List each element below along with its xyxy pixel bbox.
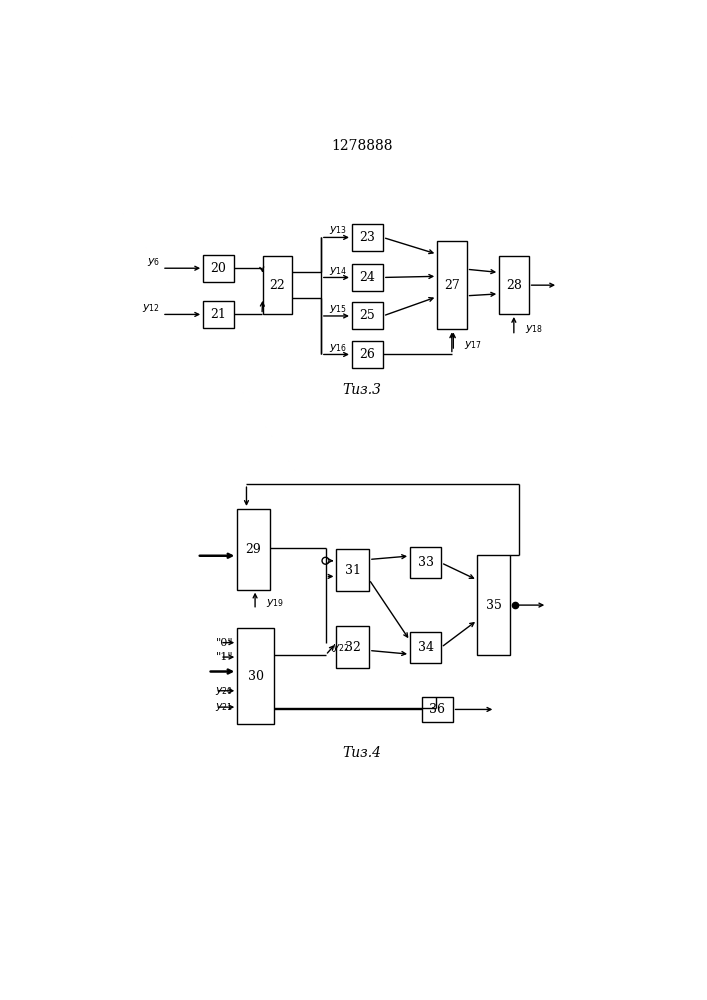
- Text: 35: 35: [486, 599, 502, 612]
- Text: 36: 36: [429, 703, 445, 716]
- Text: 30: 30: [247, 670, 264, 683]
- Bar: [263, 256, 292, 314]
- Bar: [410, 632, 441, 663]
- Text: $y_{16}$: $y_{16}$: [329, 342, 347, 354]
- Text: Τиз.4: Τиз.4: [342, 746, 382, 760]
- Text: $y_{12}$: $y_{12}$: [143, 302, 160, 314]
- Text: $y_{20}$: $y_{20}$: [215, 685, 233, 697]
- Text: "0": "0": [216, 638, 233, 648]
- Bar: [203, 255, 234, 282]
- Bar: [352, 264, 383, 291]
- Text: Τиз.3: Τиз.3: [342, 382, 382, 396]
- Text: 24: 24: [359, 271, 375, 284]
- Bar: [421, 697, 452, 722]
- Text: 33: 33: [418, 556, 433, 569]
- Bar: [499, 256, 529, 314]
- Bar: [410, 547, 441, 578]
- Text: 27: 27: [444, 279, 460, 292]
- Bar: [203, 301, 234, 328]
- Bar: [477, 555, 510, 655]
- Text: $y_{19}$: $y_{19}$: [266, 597, 284, 609]
- Text: $y_{18}$: $y_{18}$: [525, 323, 543, 335]
- Text: 1278888: 1278888: [331, 139, 392, 153]
- Bar: [337, 626, 369, 668]
- Text: $y_{14}$: $y_{14}$: [329, 265, 347, 277]
- Text: 21: 21: [211, 308, 226, 321]
- Text: 34: 34: [418, 641, 433, 654]
- Text: $y_{13}$: $y_{13}$: [329, 224, 346, 236]
- Text: "1": "1": [216, 652, 233, 662]
- Bar: [337, 549, 369, 591]
- Bar: [352, 341, 383, 368]
- Text: 20: 20: [211, 262, 226, 275]
- Text: $y_6$: $y_6$: [147, 256, 160, 268]
- Bar: [437, 241, 467, 329]
- Text: 25: 25: [359, 309, 375, 322]
- Text: $y_{21}$: $y_{21}$: [215, 701, 233, 713]
- Text: 29: 29: [245, 543, 262, 556]
- Text: 23: 23: [359, 231, 375, 244]
- Text: 22: 22: [269, 279, 286, 292]
- Text: 32: 32: [345, 641, 361, 654]
- Bar: [352, 302, 383, 329]
- Text: $y_{15}$: $y_{15}$: [329, 303, 346, 315]
- Text: $y_{22}$: $y_{22}$: [332, 642, 350, 654]
- Text: 26: 26: [359, 348, 375, 361]
- Bar: [237, 509, 270, 590]
- Text: 31: 31: [344, 564, 361, 577]
- Bar: [352, 224, 383, 251]
- Text: $y_{17}$: $y_{17}$: [464, 339, 482, 351]
- Text: 28: 28: [506, 279, 522, 292]
- Bar: [237, 628, 274, 724]
